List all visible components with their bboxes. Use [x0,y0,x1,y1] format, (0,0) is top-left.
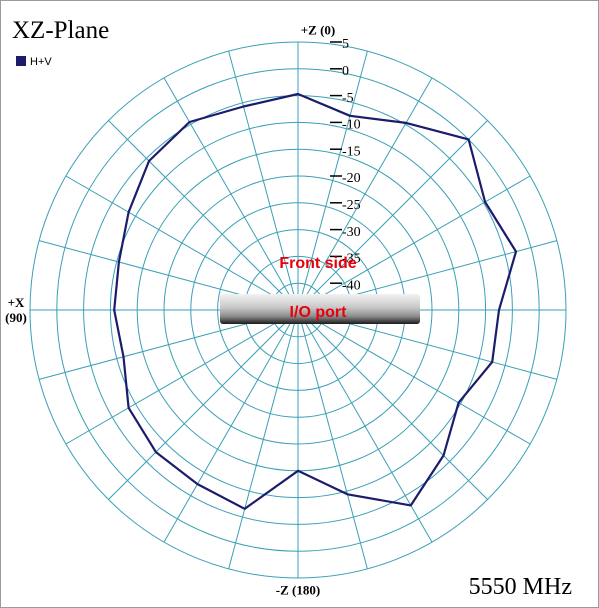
legend-swatch [16,56,26,66]
r-tick-label: -15 [342,144,361,159]
r-tick-label: -35 [342,252,361,267]
r-tick-label: -40 [342,278,361,293]
ring-grid-line [109,121,487,499]
pattern-line [113,92,518,510]
r-tick-label: 5 [342,37,349,52]
r-tick-label: -10 [342,118,361,133]
r-tick-label: -5 [342,91,354,106]
annotation: I/O port [290,304,348,321]
chart-title: XZ-Plane [12,17,109,44]
angle-label: +Z (0) [300,22,336,38]
r-tick-label: -25 [342,198,361,213]
angle-label: -Z (180) [275,582,321,598]
ring-grid-line [83,95,513,525]
ring-grid-line [56,68,540,552]
legend-label: H+V [30,56,52,68]
chart-subtitle: 5550 MHz [469,574,572,600]
r-tick-label: 0 [342,64,349,79]
annotation: Front side [279,255,356,272]
r-tick-label: -30 [342,225,361,240]
ring-grid-line [163,175,433,445]
angle-label: +X (90) [5,295,27,325]
r-tick-label: -20 [342,171,361,186]
device-image [220,294,420,324]
ring-grid-line [29,41,567,579]
